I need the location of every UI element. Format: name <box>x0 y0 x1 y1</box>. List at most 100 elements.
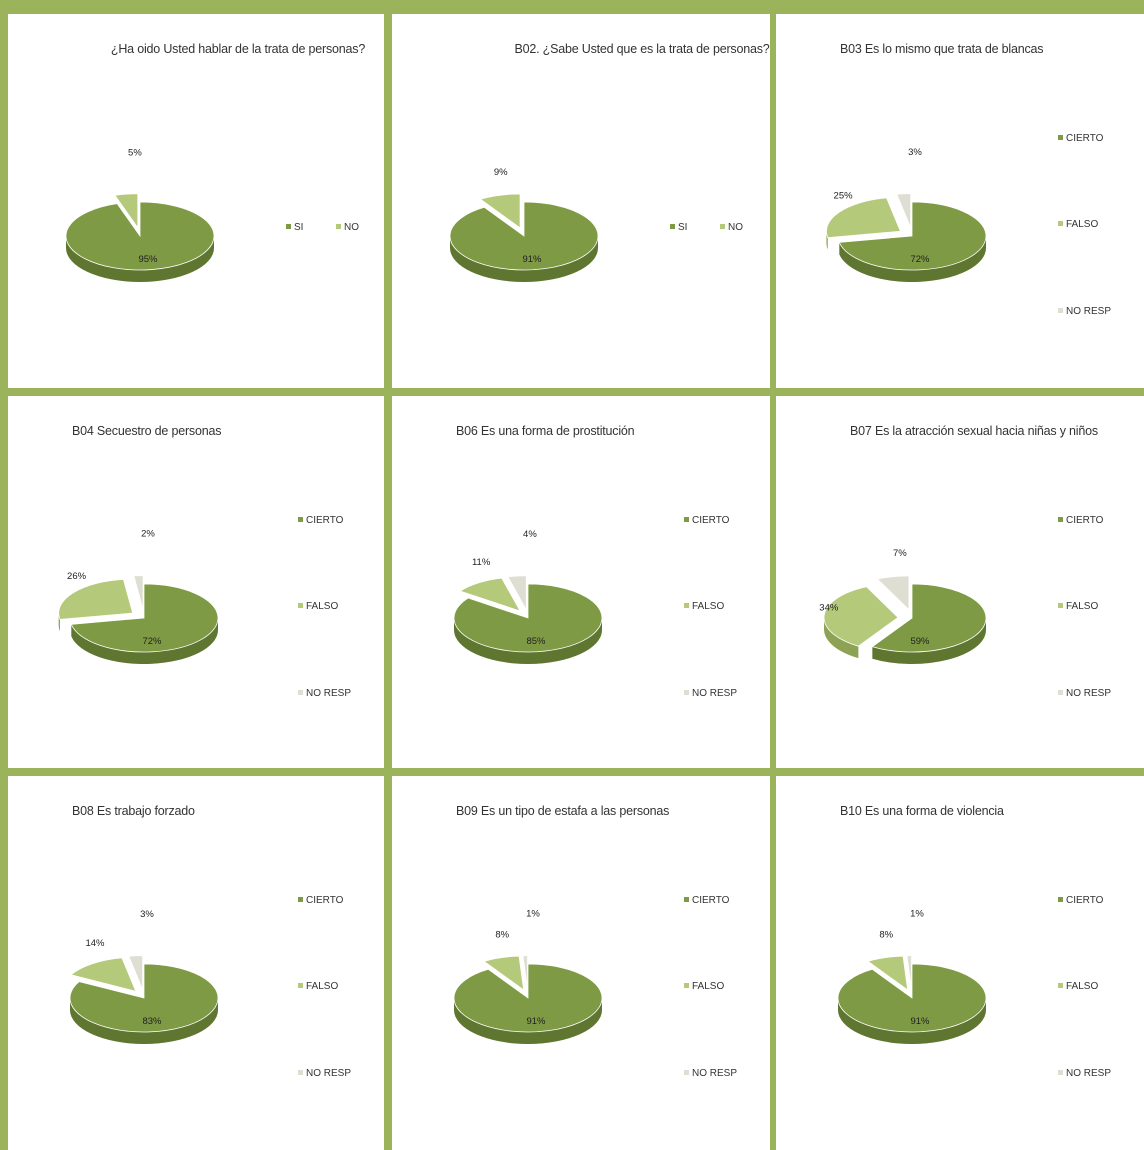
pie-slice <box>453 963 603 1033</box>
pie-slice-side <box>872 618 986 664</box>
pie-chart: 59% 34% 7% CIERTO FALSO NO RESP <box>819 515 1111 699</box>
legend-swatch <box>298 1070 303 1075</box>
legend-label: SI <box>294 222 303 233</box>
slice-value-label: 85% <box>526 636 546 647</box>
pie-slice <box>823 586 899 647</box>
chart-title: B08 Es trabajo forzado <box>72 804 195 818</box>
slice-value-label: 1% <box>526 909 540 920</box>
pie-chart: 95% 5% SI NO <box>65 147 359 282</box>
slice-value-label: 72% <box>910 254 930 265</box>
slice-value-label: 25% <box>834 191 854 202</box>
slice-value-label: 59% <box>910 636 930 647</box>
slice-value-label: 11% <box>472 557 491 568</box>
slice-value-label: 3% <box>908 147 922 158</box>
slice-value-label: 9% <box>494 167 508 178</box>
pie-slice <box>70 957 137 992</box>
legend-label: CIERTO <box>1066 133 1104 144</box>
legend-swatch <box>1058 308 1063 313</box>
slice-value-label: 34% <box>819 602 839 613</box>
legend-label: FALSO <box>306 601 338 612</box>
pie-slice <box>896 193 912 228</box>
chart-title: B04 Secuestro de personas <box>72 424 222 438</box>
slice-value-label: 7% <box>893 548 907 559</box>
chart-panel: B09 Es un tipo de estafa a las personas 9… <box>392 776 770 1150</box>
pie-slice <box>69 963 219 1033</box>
legend-label: NO RESP <box>692 1068 737 1079</box>
legend-swatch <box>1058 983 1063 988</box>
chart-title: ¿Ha oido Usted hablar de la trata de per… <box>110 42 366 56</box>
pie-slice <box>65 201 215 271</box>
legend-label: NO RESP <box>1066 688 1111 699</box>
legend-swatch <box>1058 221 1063 226</box>
chart-title: B07 Es la atracción sexual hacia niñas y… <box>850 424 1098 438</box>
chart-panel: B03 Es lo mismo que trata de blancas 72% 2… <box>776 14 1144 388</box>
pie-chart: 91% 8% 1% CIERTO FALSO NO RESP <box>453 895 737 1079</box>
pie-slice <box>453 583 603 653</box>
legend-swatch <box>720 224 725 229</box>
slice-value-label: 8% <box>879 930 893 941</box>
pie-slice <box>133 575 144 610</box>
legend-label: FALSO <box>1066 601 1098 612</box>
slice-value-label: 1% <box>910 909 924 920</box>
chart-panel: B04 Secuestro de personas 72% 26% 2% CIERTO F… <box>8 396 384 768</box>
pie-chart: 72% 25% 3% CIERTO FALSO NO RESP <box>826 133 1111 317</box>
pie-slice <box>58 578 134 620</box>
slice-value-label: 2% <box>141 529 155 540</box>
legend-label: CIERTO <box>1066 895 1104 906</box>
pie-chart: 91% 9% SI NO <box>449 167 743 282</box>
legend-label: NO RESP <box>1066 1068 1111 1079</box>
pie-slice <box>871 583 987 653</box>
pie-slice <box>838 201 987 271</box>
pie-slice <box>522 955 528 990</box>
slice-value-label: 91% <box>910 1016 930 1027</box>
chart-title: B09 Es un tipo de estafa a las personas <box>456 804 670 818</box>
legend-swatch <box>684 897 689 902</box>
legend-label: FALSO <box>692 601 724 612</box>
pie-chart: 72% 26% 2% CIERTO FALSO NO RESP <box>58 515 351 699</box>
legend-swatch <box>684 603 689 608</box>
legend-swatch <box>298 517 303 522</box>
chart-title: B06 Es una forma de prostitución <box>456 424 635 438</box>
slice-value-label: 26% <box>67 571 87 582</box>
legend-label: NO RESP <box>1066 306 1111 317</box>
legend-label: FALSO <box>1066 981 1098 992</box>
slice-value-label: 83% <box>142 1016 162 1027</box>
legend-label: NO <box>344 222 359 233</box>
pie-slice-side <box>824 617 859 659</box>
legend-swatch <box>1058 135 1063 140</box>
chart-title: B02. ¿Sabe Usted que es la trata de pers… <box>514 42 770 56</box>
legend-label: FALSO <box>1066 219 1098 230</box>
pie-slice-side <box>450 236 598 282</box>
pie-chart: 91% 8% 1% CIERTO FALSO NO RESP <box>837 895 1111 1079</box>
slice-value-label: 14% <box>85 938 105 949</box>
legend-label: CIERTO <box>1066 515 1104 526</box>
legend-swatch <box>684 517 689 522</box>
legend-label: NO RESP <box>306 688 351 699</box>
legend-swatch <box>1058 517 1063 522</box>
legend-swatch <box>1058 603 1063 608</box>
slice-value-label: 3% <box>140 909 154 920</box>
chart-panel: B02. ¿Sabe Usted que es la trata de pers… <box>392 14 770 388</box>
slice-value-label: 8% <box>495 930 509 941</box>
legend-label: CIERTO <box>306 895 344 906</box>
legend-label: NO RESP <box>692 688 737 699</box>
legend-label: FALSO <box>692 981 724 992</box>
pie-slice <box>459 577 521 612</box>
pie-slice-side <box>71 618 218 664</box>
legend-swatch <box>684 690 689 695</box>
pie-slice-side <box>838 998 986 1044</box>
legend-label: NO <box>728 222 743 233</box>
legend-swatch <box>670 224 675 229</box>
legend-swatch <box>1058 1070 1063 1075</box>
legend-label: CIERTO <box>692 895 730 906</box>
pie-slice <box>479 193 521 229</box>
legend-swatch <box>1058 897 1063 902</box>
legend-swatch <box>298 603 303 608</box>
legend-swatch <box>298 983 303 988</box>
legend-label: FALSO <box>306 981 338 992</box>
chart-title: B03 Es lo mismo que trata de blancas <box>840 42 1044 56</box>
legend-swatch <box>684 1070 689 1075</box>
legend-label: CIERTO <box>692 515 730 526</box>
slice-value-label: 91% <box>522 254 542 265</box>
